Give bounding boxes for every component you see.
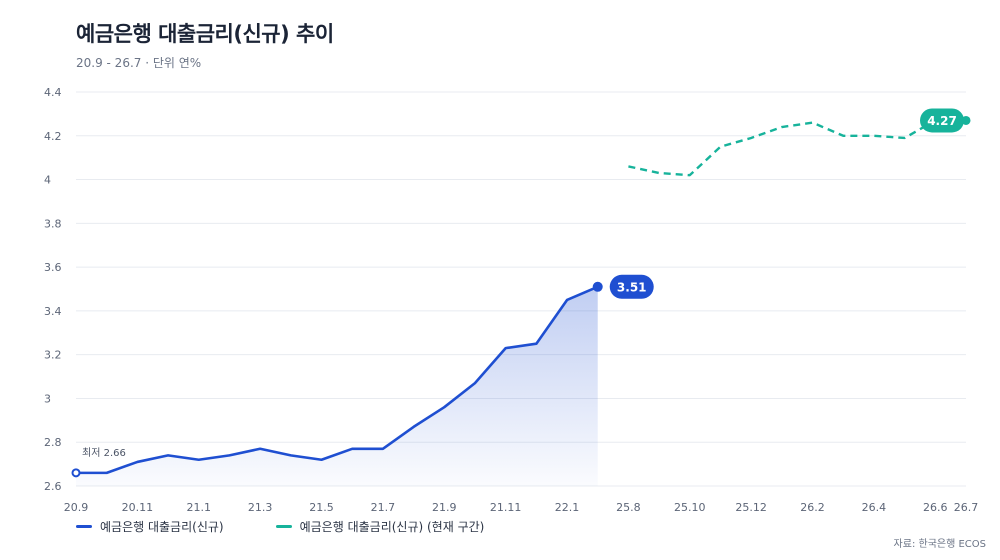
x-tick-label: 26.2	[800, 501, 825, 514]
series2-line	[628, 119, 966, 177]
x-tick-label: 22.1	[555, 501, 580, 514]
legend-label-series1: 예금은행 대출금리(신규)	[100, 520, 224, 534]
x-tick-label: 21.7	[371, 501, 396, 514]
min-marker	[71, 468, 81, 478]
series2-end-badge	[920, 108, 964, 133]
series1-end-label: 3.51	[617, 280, 647, 294]
y-tick-label: 3.6	[44, 261, 62, 274]
y-tick-label: 3	[44, 392, 51, 405]
source-note: 자료: 한국은행 ECOS	[893, 539, 986, 550]
chart-subtitle: 20.9 - 26.7 · 단위 연%	[76, 56, 202, 70]
legend-swatch-series1	[76, 525, 92, 528]
series1-area	[76, 286, 598, 486]
x-tick-label: 26.6	[923, 501, 948, 514]
chart-title: 예금은행 대출금리(신규) 추이	[76, 22, 334, 46]
legend-swatch-series2	[275, 525, 292, 528]
x-tick-label: 26.7	[954, 501, 979, 514]
x-tick-label: 25.8	[616, 501, 641, 514]
y-tick-label: 3.2	[44, 349, 62, 362]
y-tick-label: 2.8	[44, 436, 62, 449]
series2-end-label: 4.27	[927, 114, 957, 128]
x-tick-label: 21.9	[432, 501, 457, 514]
legend-item-series2: 예금은행 대출금리(신규) (현재 구간)	[275, 518, 485, 535]
legend-item-series1: 예금은행 대출금리(신규)	[76, 518, 224, 535]
series1-line	[74, 285, 600, 475]
series1-end-badge	[609, 274, 654, 299]
y-tick-label: 2.6	[44, 480, 62, 493]
x-tick-label: 21.1	[187, 501, 212, 514]
x-tick-label: 21.5	[309, 501, 334, 514]
y-tick-label: 4.2	[44, 130, 62, 143]
legend-label-series2: 예금은행 대출금리(신규) (현재 구간)	[299, 520, 485, 534]
x-tick-label: 21.3	[248, 501, 273, 514]
series1-end-marker	[592, 281, 603, 292]
x-tick-label: 25.12	[735, 501, 767, 514]
x-tick-label: 21.11	[490, 501, 522, 514]
x-tick-label: 20.9	[64, 501, 89, 514]
x-tick-label: 25.10	[674, 501, 706, 514]
series2-end-marker	[961, 115, 971, 125]
min-label: 최저 2.66	[82, 447, 126, 459]
y-tick-label: 4.4	[44, 86, 62, 99]
y-tick-label: 3.8	[44, 217, 62, 230]
x-tick-label: 20.11	[122, 501, 154, 514]
y-tick-label: 4	[44, 174, 51, 187]
x-tick-label: 26.4	[862, 501, 887, 514]
y-tick-label: 3.4	[44, 305, 62, 318]
legend: 예금은행 대출금리(신규) 예금은행 대출금리(신규) (현재 구간)	[76, 518, 484, 535]
